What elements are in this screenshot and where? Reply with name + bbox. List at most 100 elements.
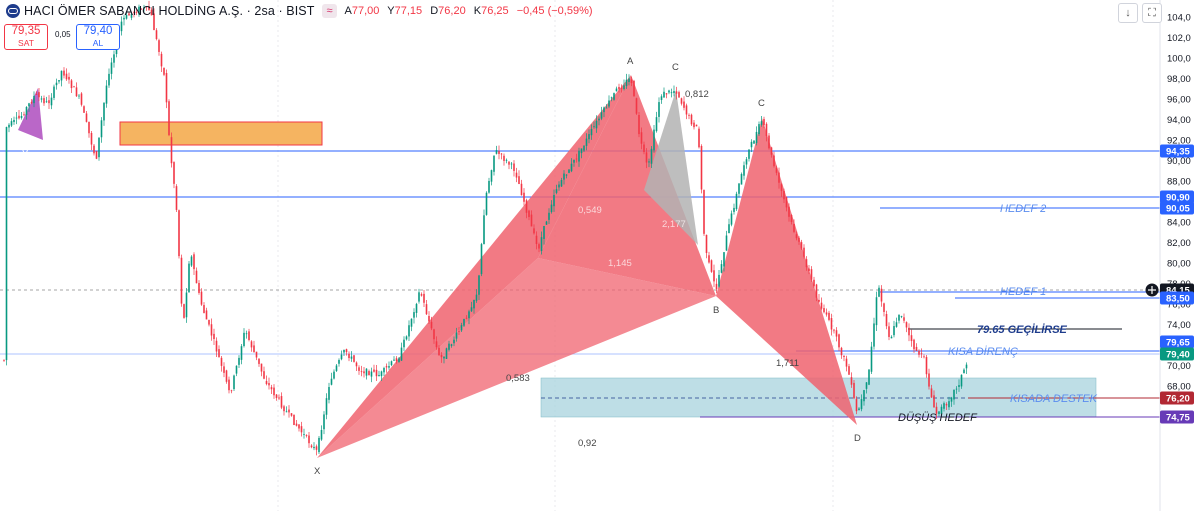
candle	[558, 181, 560, 191]
candle	[585, 133, 588, 151]
candle	[955, 386, 958, 394]
candle	[790, 214, 793, 225]
dusus-hedef-label[interactable]: DÜŞÜŞ HEDEF	[898, 412, 978, 424]
candle	[133, 10, 135, 18]
buy-button[interactable]: 79,40 AL	[76, 24, 120, 50]
candle	[860, 394, 863, 412]
candle	[158, 38, 160, 56]
candle	[163, 67, 165, 77]
kisada-destek-label[interactable]: KISADA DESTEK	[1010, 393, 1098, 405]
candle	[490, 169, 493, 186]
candle	[130, 13, 133, 21]
candle	[290, 413, 293, 417]
candle	[368, 369, 370, 376]
candle	[355, 361, 358, 371]
fullscreen-icon[interactable]: ⛶	[1142, 3, 1162, 23]
candle	[145, 6, 148, 11]
price-label-83-50[interactable]: 83,50	[1160, 291, 1194, 305]
arrow-down-icon[interactable]: ↓	[1118, 3, 1138, 23]
candle	[283, 404, 285, 416]
candle	[88, 121, 90, 138]
candle	[943, 401, 945, 412]
gecilirse-label[interactable]: 79.65 GEÇİLİRSE	[977, 323, 1068, 336]
candle	[540, 231, 543, 255]
candle	[13, 116, 15, 125]
label-x-small: X	[22, 149, 29, 160]
candle	[898, 314, 900, 324]
candle	[643, 141, 645, 155]
candle	[925, 354, 928, 378]
candle	[470, 301, 473, 312]
ratio-0549: 0,549	[578, 205, 602, 216]
candle	[713, 264, 715, 288]
hedef1-label[interactable]: HEDEF 1	[1000, 286, 1046, 298]
candle	[233, 374, 235, 392]
kisa-direnc-label[interactable]: KISA DİRENÇ	[948, 346, 1018, 358]
axis-tick-label: 70,00	[1167, 361, 1191, 372]
candle	[695, 124, 698, 127]
price-label-76-20[interactable]: 76,20	[1160, 391, 1194, 405]
candle	[655, 111, 658, 133]
candle	[220, 356, 223, 372]
candle	[325, 393, 328, 420]
sell-button[interactable]: 79,35 SAT	[4, 24, 48, 50]
candle	[65, 68, 68, 81]
candle	[463, 318, 465, 328]
candle	[38, 88, 40, 102]
resistance-zone-box[interactable]	[119, 121, 323, 146]
candle	[513, 160, 515, 177]
candle	[3, 359, 5, 362]
candle	[160, 51, 163, 73]
price-label-90-05[interactable]: 90,05	[1160, 201, 1194, 215]
price-label-79-65[interactable]: 79,65	[1160, 335, 1194, 349]
candle	[488, 177, 490, 194]
harmonic-pattern[interactable]	[18, 75, 857, 458]
svg-text:94,35: 94,35	[1166, 147, 1190, 158]
candle	[235, 365, 238, 377]
candle	[455, 327, 458, 342]
candle	[78, 93, 80, 100]
candle	[593, 121, 595, 129]
candle	[863, 389, 865, 406]
candle	[345, 348, 348, 356]
candle	[278, 394, 280, 400]
candle	[280, 392, 283, 410]
candle	[785, 196, 788, 212]
hedef2-label[interactable]: HEDEF 2	[1000, 203, 1046, 215]
candle	[208, 319, 210, 327]
candle	[150, 7, 153, 16]
candle	[775, 165, 778, 176]
candle	[588, 129, 590, 144]
candle	[600, 106, 603, 121]
symbol-logo-icon	[6, 4, 20, 18]
candle	[353, 354, 355, 363]
axis-tick-label: 90,00	[1167, 156, 1191, 167]
candle	[800, 239, 803, 250]
candle	[938, 411, 940, 417]
pattern-small-top-left	[18, 88, 43, 140]
candle	[223, 362, 225, 378]
price-label-90-90[interactable]: 90,90	[1160, 190, 1194, 204]
price-label-74-75[interactable]: 74,75	[1160, 410, 1194, 424]
candle	[630, 76, 633, 87]
price-label-79-40[interactable]: 79,40	[1160, 347, 1194, 361]
candle	[550, 200, 553, 214]
candle	[913, 338, 915, 353]
candle	[733, 203, 735, 215]
price-label-94-35[interactable]: 94,35	[1160, 144, 1194, 158]
candle	[670, 88, 673, 98]
candle	[43, 95, 45, 106]
crosshair-plus-icon[interactable]	[1145, 283, 1159, 297]
candle	[685, 103, 688, 120]
candle	[405, 335, 408, 341]
ratio-0925: 0,925	[643, 70, 667, 81]
candle	[880, 285, 883, 307]
compare-chip[interactable]: ≈	[322, 4, 337, 18]
candle	[245, 330, 248, 339]
candle	[705, 234, 708, 259]
candle	[28, 102, 30, 112]
symbol-title[interactable]: HACI ÖMER SABANCI HOLDİNG A.Ş. · 2sa · B…	[24, 4, 315, 18]
label-a: A	[627, 56, 634, 67]
candle	[525, 198, 528, 219]
